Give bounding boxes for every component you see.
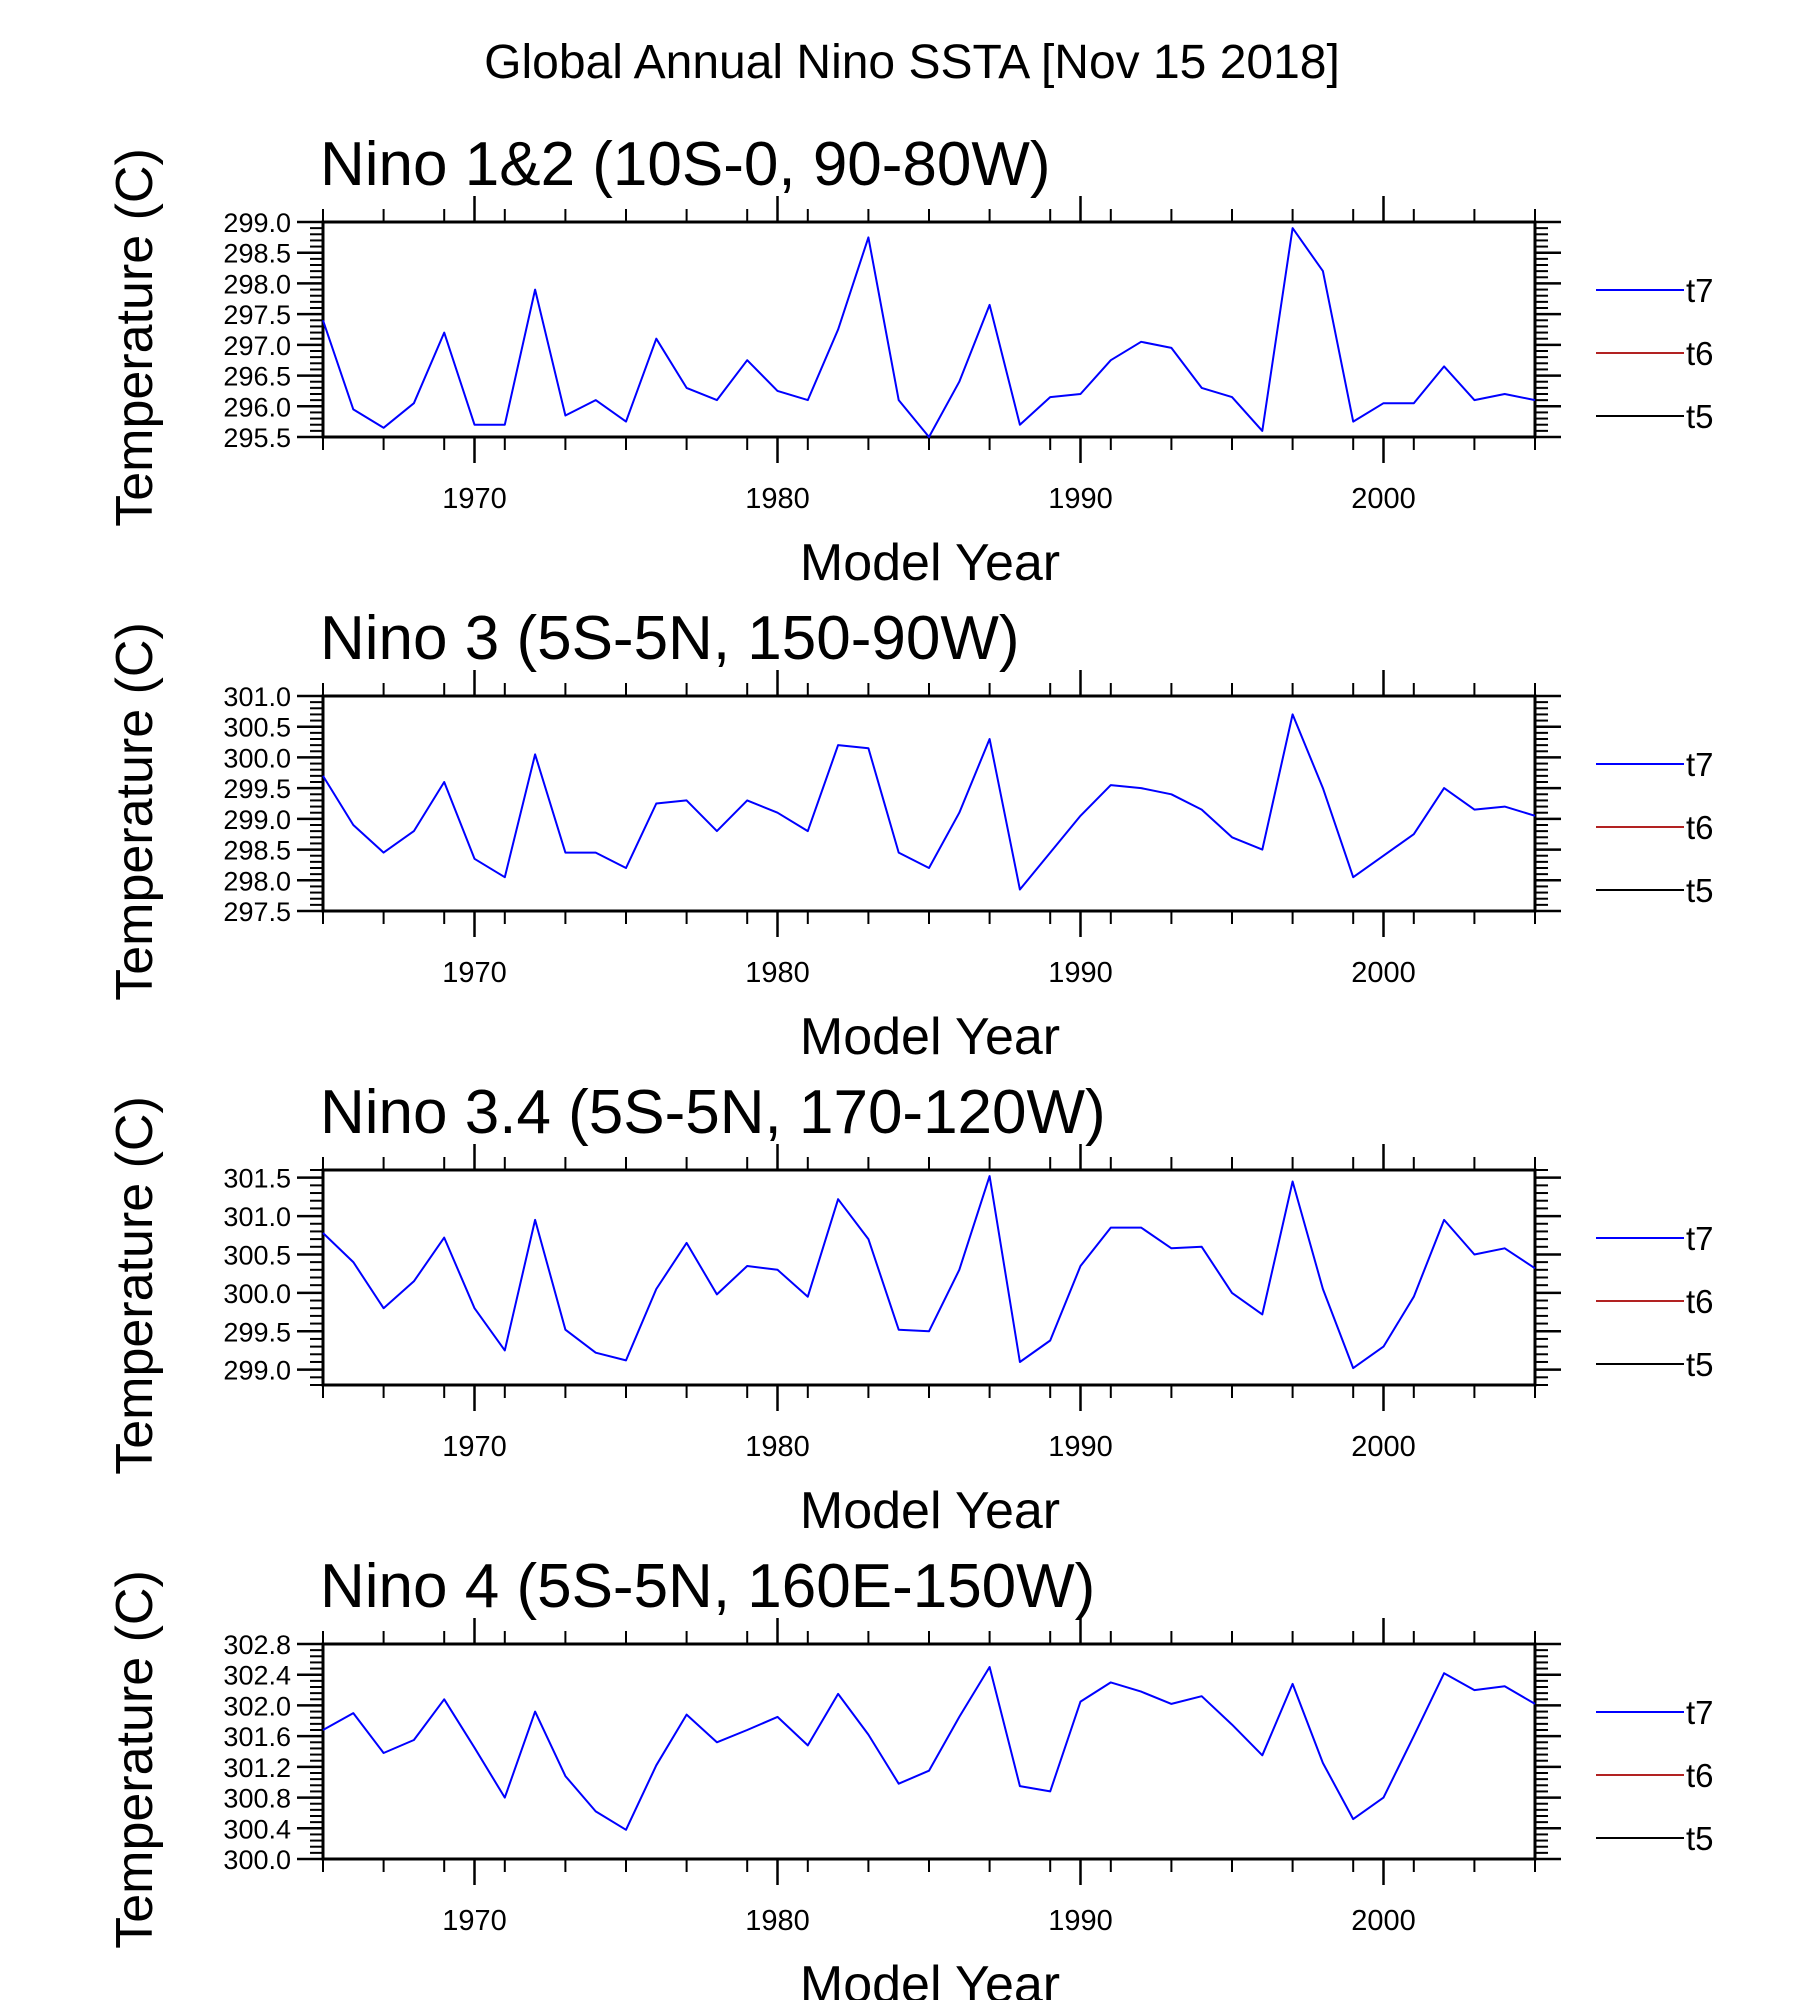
x-tick-label: 1970 [442,483,507,515]
legend-label-t5: t5 [1686,398,1714,435]
x-tick-label: 1990 [1048,1905,1113,1937]
x-axis-label: Model Year [800,534,1060,592]
y-tick-label: 300.0 [223,743,291,773]
y-tick-label: 299.5 [223,774,291,804]
y-tick-label: 301.5 [223,1164,291,1194]
y-tick-label: 302.4 [223,1661,291,1691]
series-t7-line [322,713,1536,891]
series-t7-line [322,1175,1536,1370]
x-tick-label: 2000 [1351,957,1416,989]
legend-label-t5: t5 [1686,1346,1714,1383]
figure-title: Global Annual Nino SSTA [Nov 15 2018] [484,36,1340,89]
x-tick-label: 2000 [1351,1905,1416,1937]
y-tick-label: 301.0 [223,682,291,712]
y-tick-label: 299.0 [223,1356,291,1386]
x-tick-label: 1980 [745,1905,810,1937]
y-axis-label: Temperature (C) [106,622,164,1001]
y-tick-label: 298.5 [223,239,291,269]
y-tick-label: 296.5 [223,362,291,392]
x-tick-label: 1980 [745,483,810,515]
series-t7-line [322,227,1536,438]
y-tick-label: 296.0 [223,392,291,422]
panel-title: Nino 4 (5S-5N, 160E-150W) [320,1552,1095,1621]
y-tick-label: 300.5 [223,713,291,743]
legend-label-t7: t7 [1686,746,1714,783]
x-tick-label: 1990 [1048,1431,1113,1463]
legend-label-t7: t7 [1686,272,1714,309]
y-tick-label: 295.5 [223,423,291,453]
y-tick-label: 299.0 [223,805,291,835]
x-tick-label: 1970 [442,957,507,989]
x-tick-label: 1970 [442,1431,507,1463]
y-tick-label: 298.0 [223,866,291,896]
panel-title: Nino 1&2 (10S-0, 90-80W) [320,130,1051,199]
legend-label-t5: t5 [1686,1820,1714,1857]
y-tick-label: 298.0 [223,269,291,299]
y-tick-label: 300.5 [223,1240,291,1270]
x-tick-label: 1970 [442,1905,507,1937]
y-tick-label: 301.6 [223,1722,291,1752]
y-tick-label: 302.0 [223,1691,291,1721]
y-axis-label: Temperature (C) [106,148,164,527]
y-tick-label: 297.5 [223,300,291,330]
y-tick-label: 301.0 [223,1202,291,1232]
legend-label-t6: t6 [1686,1283,1714,1320]
panels: Nino 1&2 (10S-0, 90-80W) Temperature (C) M… [106,130,1714,2000]
x-axis-label: Model Year [800,1008,1060,1066]
x-tick-label: 1980 [745,1431,810,1463]
plot-frame [321,694,1537,913]
y-tick-label: 300.4 [223,1814,291,1844]
panel-1: Nino 1&2 (10S-0, 90-80W) Temperature (C) M… [106,130,1714,592]
y-axis-label: Temperature (C) [106,1570,164,1949]
panel-title: Nino 3 (5S-5N, 150-90W) [320,604,1020,673]
panel-title: Nino 3.4 (5S-5N, 170-120W) [320,1078,1106,1147]
y-tick-label: 299.0 [223,208,291,238]
y-tick-label: 301.2 [223,1753,291,1783]
x-tick-label: 1980 [745,957,810,989]
series-t7-line [322,1666,1536,1831]
x-tick-label: 2000 [1351,483,1416,515]
y-tick-label: 300.0 [223,1279,291,1309]
legend-label-t5: t5 [1686,872,1714,909]
y-tick-label: 298.5 [223,836,291,866]
legend-label-t6: t6 [1686,809,1714,846]
y-tick-label: 300.0 [223,1845,291,1875]
y-tick-label: 300.8 [223,1784,291,1814]
x-axis-label: Model Year [800,1956,1060,2000]
legend-label-t7: t7 [1686,1694,1714,1731]
panel-4: Nino 4 (5S-5N, 160E-150W) Temperature (C)… [106,1552,1714,2000]
x-tick-label: 1990 [1048,483,1113,515]
y-tick-label: 302.8 [223,1630,291,1660]
legend-label-t6: t6 [1686,1757,1714,1794]
y-tick-label: 297.0 [223,331,291,361]
y-tick-label: 297.5 [223,897,291,927]
x-tick-label: 2000 [1351,1431,1416,1463]
x-tick-label: 1990 [1048,957,1113,989]
panel-3: Nino 3.4 (5S-5N, 170-120W) Temperature (C… [106,1078,1714,1540]
plot-frame [321,1642,1537,1861]
y-tick-label: 299.5 [223,1317,291,1347]
plot-frame [321,1168,1537,1387]
legend-label-t6: t6 [1686,335,1714,372]
x-axis-label: Model Year [800,1482,1060,1540]
legend-label-t7: t7 [1686,1220,1714,1257]
y-axis-label: Temperature (C) [106,1096,164,1475]
panel-2: Nino 3 (5S-5N, 150-90W) Temperature (C) Mo… [106,604,1714,1066]
plot-frame [321,220,1537,439]
